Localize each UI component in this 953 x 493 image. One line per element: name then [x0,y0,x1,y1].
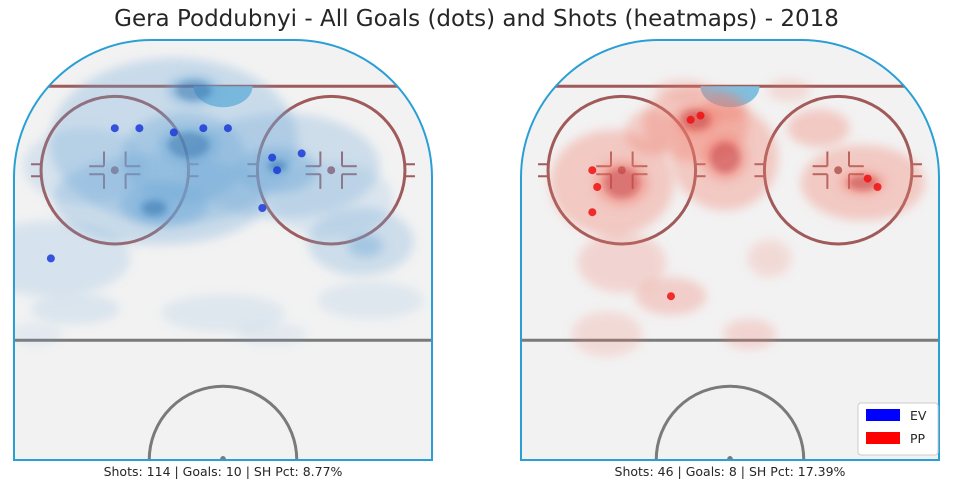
heatmap-blob [747,239,792,278]
heatmap-core [268,160,286,172]
heatmap-blob [236,322,308,346]
heatmap-blob [577,232,667,293]
goal-dot [297,149,306,158]
heatmap-blob [624,109,678,156]
heatmap-blob [31,293,120,324]
heatmap-core [680,109,711,130]
goal-dot [258,204,267,212]
heatmap-blob [571,311,643,357]
heatmap-blob [161,294,285,332]
heatmap-blob [702,92,748,123]
stats-label-ev: Shots: 114 | Goals: 10 | SH Pct: 8.77% [104,464,343,479]
goal-dot [873,183,882,191]
legend-label-ev: EV [910,408,927,423]
heatmap-blob [787,109,850,148]
center-circle [147,384,299,460]
heatmap-core [142,200,166,216]
heatmap-blob [23,128,148,204]
center-dot [727,456,733,460]
heatmap-blob [347,234,384,258]
goal-dot [588,166,597,175]
shot-heatmap [14,57,424,346]
heatmap-core [848,175,878,191]
heatmap-core [604,167,640,198]
goal-dot [223,124,232,133]
goal-dot [169,128,178,137]
legend-swatch-ev [866,409,900,421]
rink-markings [521,79,939,460]
goal-dot [863,174,872,183]
rink-panel-pp [520,39,940,461]
heatmap-core [167,132,210,158]
chart-title: Gera Poddubnyi - All Goals (dots) and Sh… [114,6,839,32]
goal-dot [199,124,208,133]
goal-dot [588,208,597,217]
rink-markings [14,57,432,460]
heatmap-blob [14,322,63,346]
heatmap-blob [317,281,424,320]
stats-label-pp: Shots: 46 | Goals: 8 | SH Pct: 17.39% [615,464,846,479]
goal-dots [46,124,306,263]
center-circle [654,384,806,460]
goal-dot [666,292,675,301]
goal-dot [593,183,602,191]
goal-dot [110,124,119,133]
heatmap-blob [766,79,812,102]
boards [13,39,433,461]
heatmap-core [175,80,212,101]
goal-dot [135,124,144,133]
goal-dot [46,254,55,263]
center-dot [220,456,226,460]
shot-heatmap [550,79,925,357]
heatmap-blob [723,318,777,350]
heatmap-blob [269,161,394,238]
rink-panel-ev [13,39,433,461]
goal-dot [686,115,695,124]
goal-dot [268,153,277,162]
goal-dots [588,111,882,301]
goal-dot [273,166,282,175]
legend-label-pp: PP [910,431,926,446]
boards [520,39,940,461]
heatmap-core [710,142,740,173]
legend-swatch-pp [866,432,900,444]
legend: EV PP [857,402,939,456]
goal-dot [696,111,705,120]
heatmap-blob [654,79,708,102]
